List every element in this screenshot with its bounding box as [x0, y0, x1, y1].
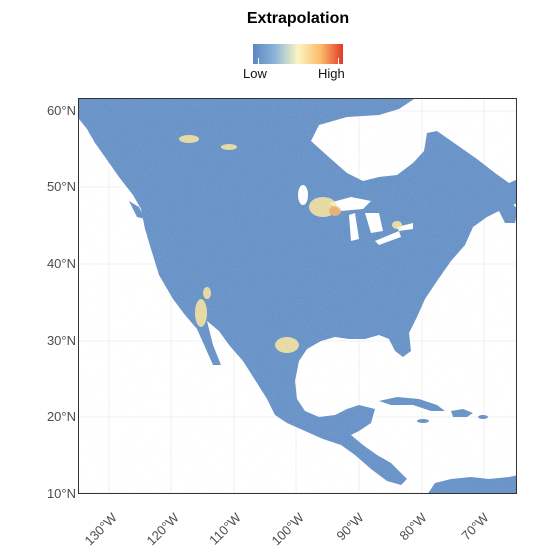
legend-tick — [258, 58, 259, 64]
lat-label-60n: 60°N — [46, 103, 76, 118]
lon-label-70w: 70°W — [458, 510, 492, 544]
hotspot-texas — [275, 337, 299, 353]
map-panel — [78, 98, 517, 494]
legend-low-label: Low — [243, 66, 267, 81]
legend-high-label: High — [318, 66, 345, 81]
legend-tick — [338, 58, 339, 64]
lon-label-90w: 90°W — [333, 510, 367, 544]
hotspot-southwest — [203, 287, 211, 299]
hotspot-northeast — [392, 221, 402, 229]
legend-title: Extrapolation — [246, 10, 350, 27]
lon-label-110w: 110°W — [206, 510, 244, 548]
lat-label-30n: 30°N — [46, 333, 76, 348]
hotspot-north — [179, 135, 199, 143]
map-svg — [79, 99, 516, 493]
lon-label-100w: 100°W — [268, 510, 307, 549]
lon-label-120w: 120°W — [143, 510, 182, 549]
lon-label-130w: 130°W — [81, 510, 120, 549]
lon-label-80w: 80°W — [396, 510, 430, 544]
land-texture — [79, 99, 516, 493]
legend-colorbar — [253, 44, 343, 64]
lat-label-10n: 10°N — [46, 486, 76, 501]
lat-label-50n: 50°N — [46, 179, 76, 194]
hotspot-baja — [195, 299, 207, 327]
hotspot-north-2 — [221, 144, 237, 150]
lat-label-40n: 40°N — [46, 256, 76, 271]
hotspot-strong — [329, 206, 341, 216]
extrapolation-hotspots — [179, 135, 402, 353]
lat-label-20n: 20°N — [46, 409, 76, 424]
